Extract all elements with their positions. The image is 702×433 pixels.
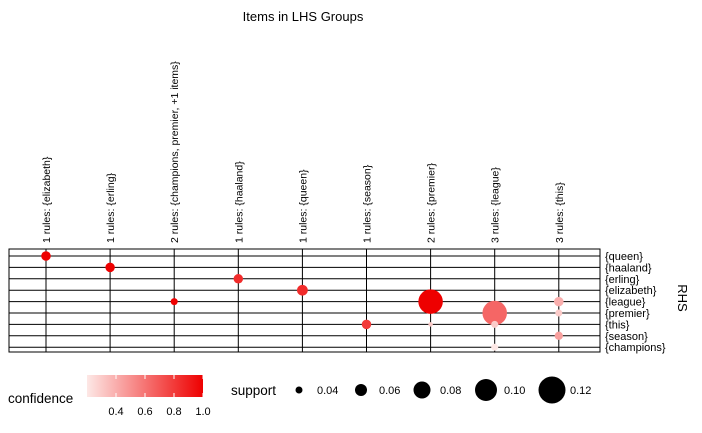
rule-point: [428, 322, 433, 327]
lhs-group-label: 3 rules: {league}: [490, 167, 502, 243]
confidence-legend-title: confidence: [8, 391, 73, 406]
rhs-item-label: {erling}: [605, 274, 640, 286]
rhs-item-label: {league}: [605, 297, 646, 309]
lhs-group-labels: 1 rules: {elizabeth} 1 rules: {erling} 2 r…: [41, 61, 566, 243]
confidence-tick-label: 0.4: [108, 406, 123, 418]
rhs-item-label: {champions}: [605, 342, 666, 354]
rhs-item-label: {queen}: [605, 251, 643, 263]
support-key-label: 0.08: [440, 385, 461, 397]
confidence-tick-label: 0.6: [137, 406, 152, 418]
confidence-colorbar: [87, 375, 203, 397]
lhs-group-label: 2 rules: {champions, premier, +1 items}: [169, 61, 181, 243]
lhs-group-label: 3 rules: {this}: [554, 182, 566, 243]
lhs-group-label: 1 rules: {haaland}: [233, 161, 245, 243]
rule-point: [491, 343, 499, 351]
rule-point: [105, 262, 115, 273]
chart-title: Items in LHS Groups: [243, 9, 364, 24]
support-key-circle: [413, 381, 431, 399]
rule-point: [297, 284, 308, 296]
lhs-group-label: 2 rules: {premier}: [426, 163, 438, 243]
rule-point: [554, 296, 564, 307]
support-legend-title: support: [231, 383, 276, 398]
support-key-circle: [475, 379, 497, 401]
rule-point: [233, 274, 244, 284]
rhs-item-label: {season}: [605, 331, 648, 343]
support-key-circle: [355, 384, 367, 396]
rule-points: [41, 251, 564, 351]
rhs-item-label: {haaland}: [605, 262, 652, 274]
rule-point: [554, 331, 563, 340]
rhs-item-label: {elizabeth}: [605, 285, 657, 297]
rule-point: [555, 309, 563, 317]
rhs-item-labels: {queen}{haaland}{erling}{elizabeth}{leag…: [605, 251, 666, 354]
rule-point: [361, 319, 372, 330]
rhs-axis-title: RHS: [675, 284, 690, 312]
support-key-label: 0.06: [379, 385, 400, 397]
rule-point: [418, 289, 443, 314]
support-key-label: 0.04: [317, 385, 338, 397]
rhs-item-label: {this}: [605, 319, 630, 331]
confidence-legend: confidence 0.4 0.6 0.8 1.0: [8, 375, 211, 418]
lhs-group-label: 1 rules: {season}: [362, 164, 374, 243]
support-legend: support 0.04 0.06 0.08 0.10 0.12: [231, 376, 591, 404]
confidence-tick-label: 1.0: [195, 406, 210, 418]
rule-point: [170, 298, 178, 306]
rule-point: [41, 251, 51, 261]
rule-point: [491, 320, 499, 328]
rule-point: [482, 300, 507, 326]
support-key-circle: [295, 386, 303, 394]
confidence-tick-label: 0.8: [166, 406, 181, 418]
lhs-group-label: 1 rules: {queen}: [297, 169, 309, 243]
lhs-group-label: 1 rules: {elizabeth}: [41, 156, 53, 243]
rhs-item-label: {premier}: [605, 308, 650, 320]
support-key-label: 0.12: [570, 385, 591, 397]
matrix-grid: [8, 248, 601, 353]
grid-frame: [8, 248, 601, 353]
support-key-circle: [538, 376, 566, 404]
lhs-group-label: 1 rules: {erling}: [105, 172, 117, 243]
support-key-label: 0.10: [504, 385, 525, 397]
